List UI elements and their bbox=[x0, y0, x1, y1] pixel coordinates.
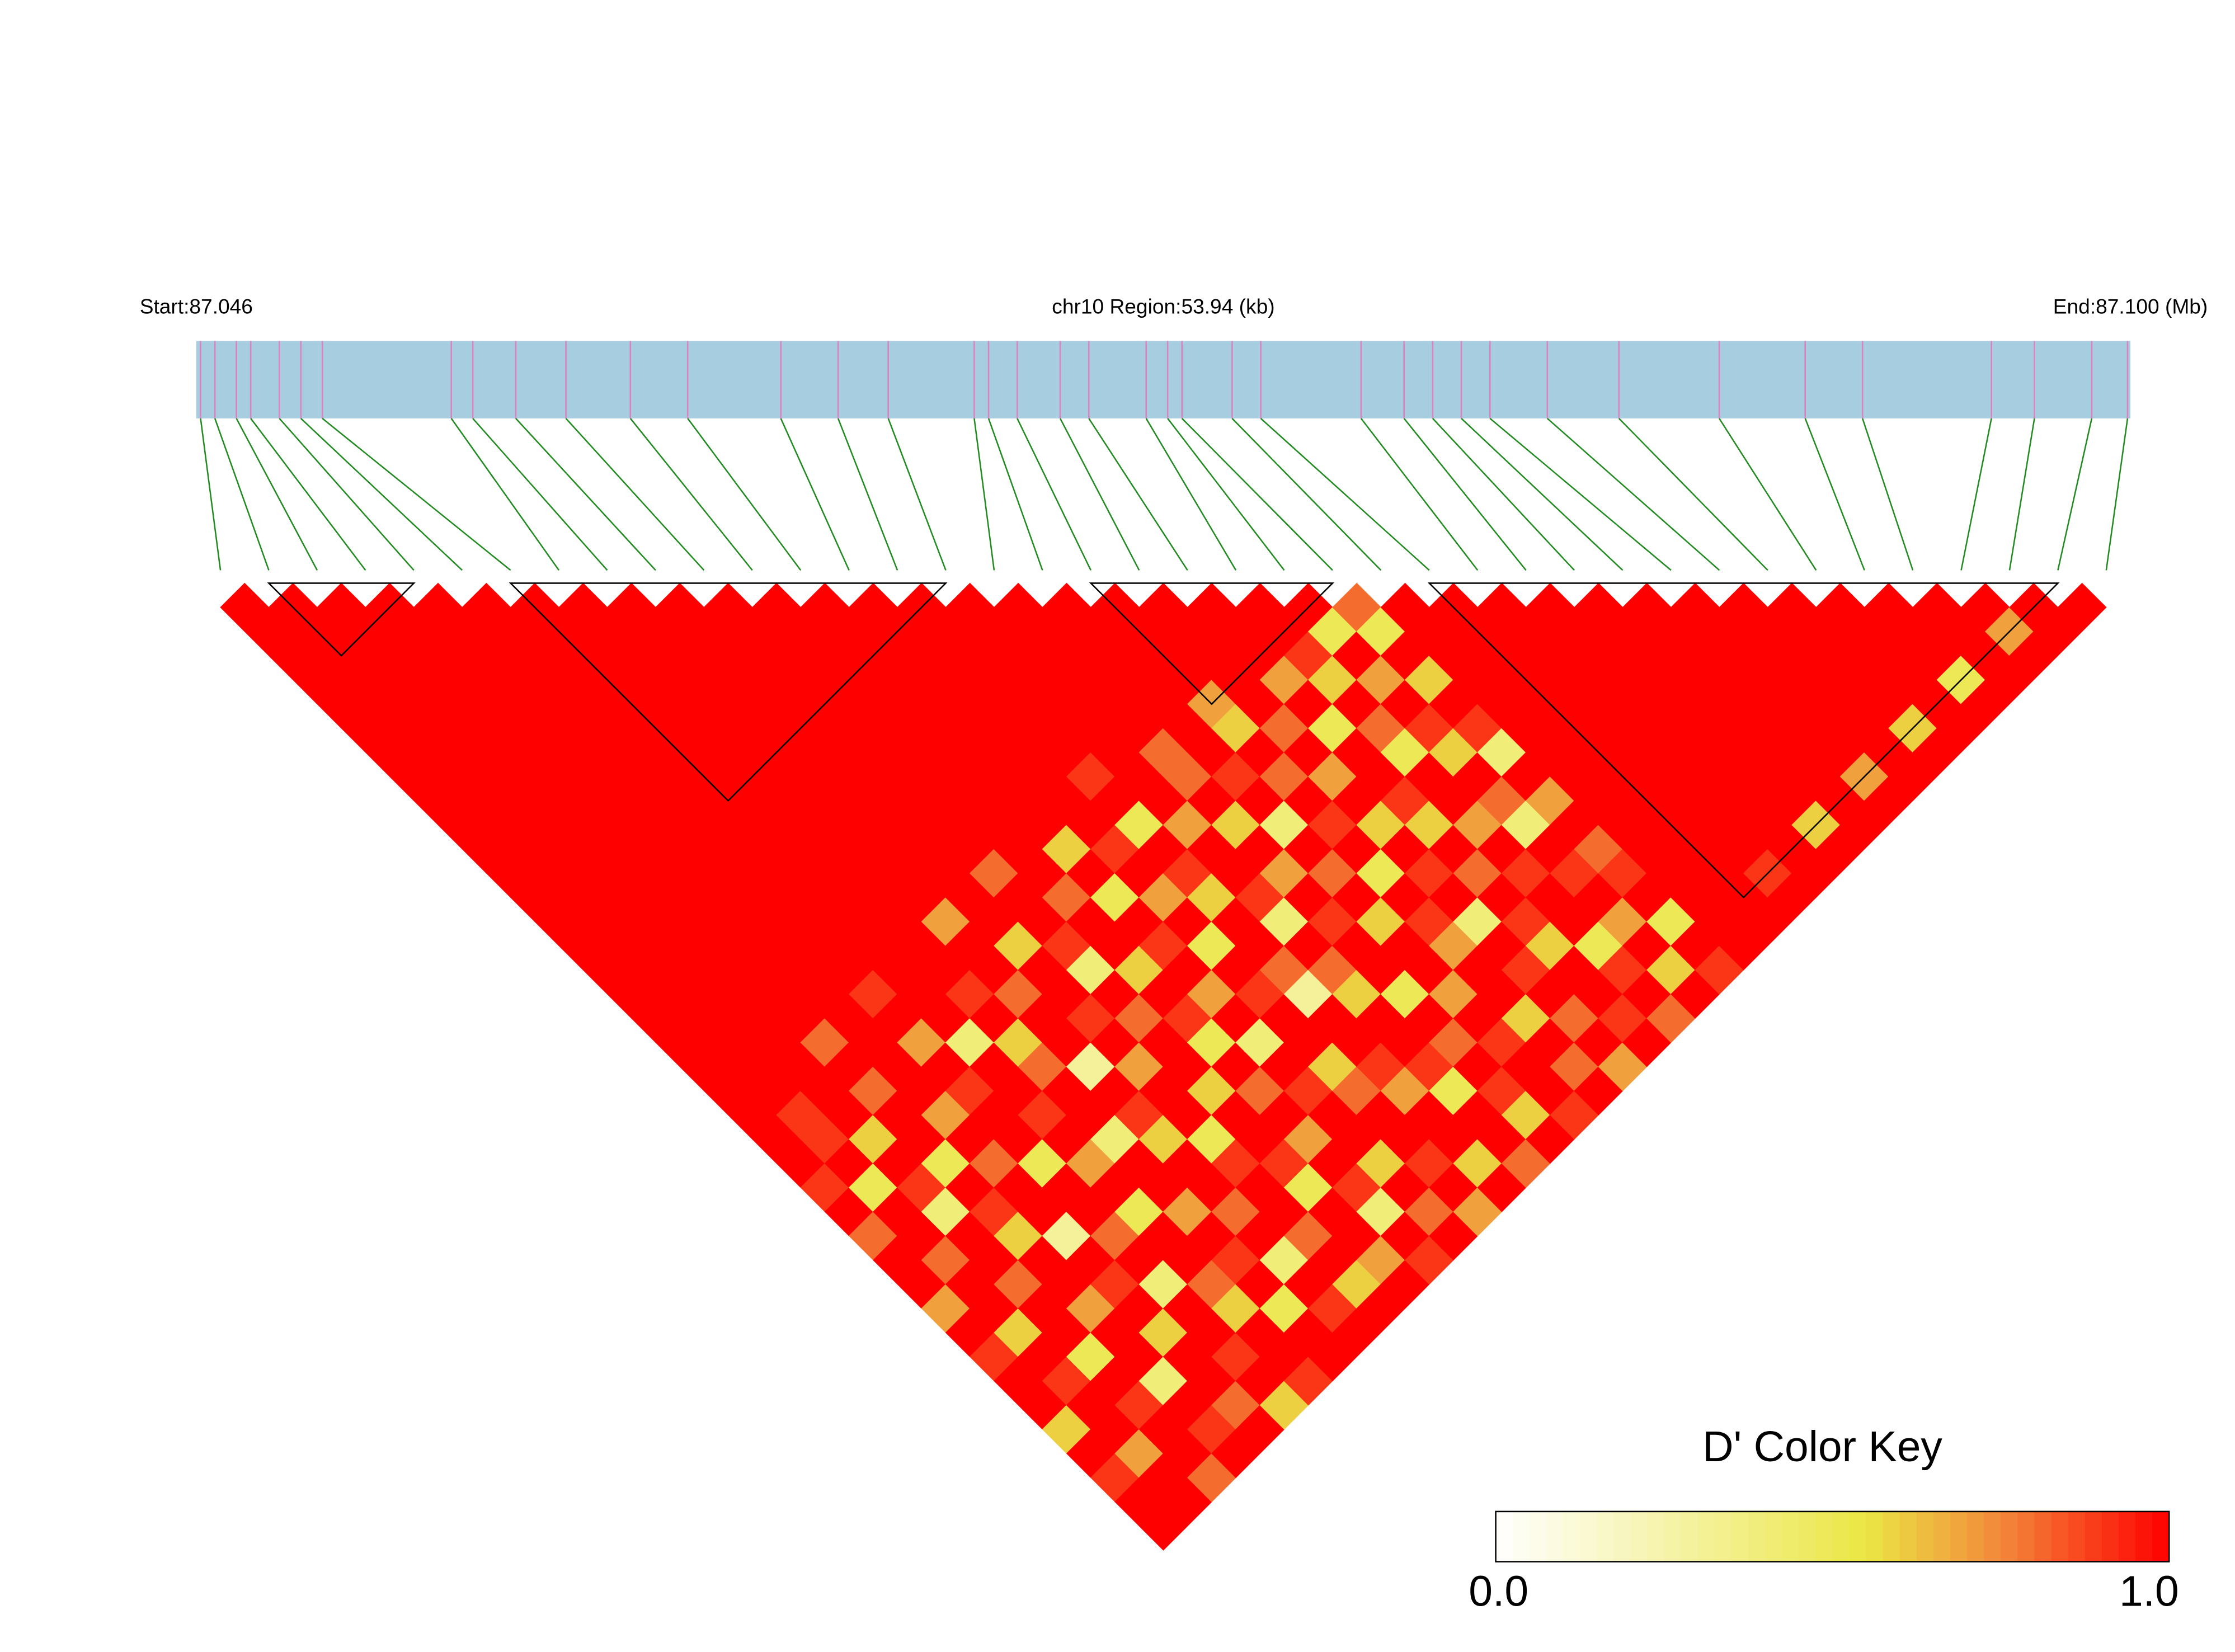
snp-connector bbox=[1167, 418, 1285, 571]
color-key-swatch bbox=[1748, 1511, 1766, 1562]
color-key-swatch bbox=[2085, 1511, 2102, 1562]
color-key-swatch bbox=[1495, 1511, 1513, 1562]
color-key-swatch bbox=[1984, 1511, 2002, 1562]
color-key-swatch bbox=[1630, 1511, 1648, 1562]
snp-connector bbox=[515, 418, 656, 571]
color-key-swatch bbox=[2001, 1511, 2018, 1562]
color-key-swatch bbox=[2017, 1511, 2035, 1562]
color-key-swatch bbox=[1597, 1511, 1614, 1562]
snp-connector bbox=[1360, 418, 1479, 571]
color-key-swatch bbox=[2135, 1511, 2153, 1562]
color-key-swatch bbox=[1815, 1511, 1833, 1562]
color-key-swatch bbox=[1681, 1511, 1698, 1562]
color-key-swatch bbox=[1546, 1511, 1564, 1562]
snp-connector bbox=[1618, 418, 1768, 571]
snp-connector bbox=[2057, 418, 2093, 571]
snp-connector bbox=[687, 418, 802, 571]
snp-connector bbox=[1489, 417, 1672, 571]
color-key-swatch bbox=[1580, 1511, 1597, 1562]
snp-connector bbox=[200, 418, 222, 571]
snp-connector bbox=[1718, 418, 1817, 571]
color-key-swatch bbox=[1512, 1511, 1530, 1562]
snp-connector bbox=[1960, 418, 1992, 571]
snp-connector bbox=[565, 418, 705, 571]
color-key-swatch bbox=[1899, 1511, 1917, 1562]
color-key-swatch bbox=[1664, 1511, 1682, 1562]
ld-block bbox=[267, 582, 416, 657]
snp-connector bbox=[2105, 418, 2129, 571]
ld-cell bbox=[2057, 582, 2107, 632]
color-key-swatch bbox=[1916, 1511, 1934, 1562]
snp-connector bbox=[1088, 418, 1188, 571]
color-key-swatch bbox=[2051, 1511, 2069, 1562]
ld-block bbox=[1089, 582, 1335, 705]
snp-connector bbox=[1231, 418, 1382, 571]
color-key-border bbox=[1495, 1510, 2170, 1562]
ld-block bbox=[1427, 582, 2060, 899]
color-key-swatch bbox=[2034, 1511, 2052, 1562]
snp-connector bbox=[322, 417, 511, 571]
snp-connector bbox=[1403, 418, 1527, 571]
snp-connector bbox=[1260, 417, 1430, 571]
snp-connector bbox=[837, 418, 898, 571]
snp-connector bbox=[1059, 418, 1140, 571]
chart-title: chr10 Region:53.94 (kb) bbox=[1052, 295, 1274, 318]
x-tick-label: Start:87.046 bbox=[140, 295, 253, 318]
snp-connector bbox=[214, 418, 270, 571]
color-key-swatch bbox=[1950, 1511, 1968, 1562]
color-key-swatch bbox=[1613, 1511, 1631, 1562]
color-key-swatch bbox=[1933, 1511, 1951, 1562]
color-key-swatch bbox=[1529, 1511, 1547, 1562]
ld-block bbox=[509, 582, 948, 802]
position-track bbox=[196, 341, 2131, 418]
snp-connector bbox=[887, 418, 947, 571]
x-tick-label: End:87.100 (Mb) bbox=[2053, 295, 2208, 318]
snp-connector bbox=[2008, 418, 2035, 571]
snp-connector bbox=[279, 418, 415, 571]
legend-tick-label: 1.0 bbox=[2119, 1568, 2179, 1616]
color-key-swatch bbox=[1563, 1511, 1580, 1562]
color-key-swatch bbox=[1799, 1511, 1817, 1562]
legend-title: D' Color Key bbox=[1702, 1423, 1942, 1471]
color-key-swatch bbox=[2101, 1511, 2119, 1562]
snp-connector bbox=[236, 418, 318, 571]
color-key-swatch bbox=[1647, 1511, 1665, 1562]
snp-connector bbox=[300, 417, 463, 571]
snp-connector bbox=[1546, 417, 1720, 571]
snp-connector bbox=[1181, 418, 1333, 571]
snp-connector bbox=[1145, 418, 1237, 571]
color-key-swatch bbox=[1967, 1511, 1984, 1562]
color-key-swatch bbox=[2152, 1511, 2170, 1562]
color-key-swatch bbox=[1832, 1511, 1850, 1562]
color-key-swatch bbox=[1883, 1511, 1900, 1562]
snp-connector bbox=[1017, 418, 1091, 571]
snp-connector bbox=[250, 418, 366, 571]
color-key-swatch bbox=[1714, 1511, 1732, 1562]
color-key-swatch bbox=[2068, 1511, 2086, 1562]
snp-connector bbox=[450, 418, 560, 571]
snp-connector bbox=[1461, 417, 1624, 571]
color-key-swatch bbox=[1765, 1511, 1782, 1562]
snp-connector bbox=[1804, 418, 1865, 571]
snp-connector bbox=[1432, 418, 1575, 571]
snp-connector bbox=[973, 418, 995, 571]
color-key-swatch bbox=[1866, 1511, 1884, 1562]
color-key-swatch bbox=[1697, 1511, 1715, 1562]
snp-connector bbox=[987, 418, 1043, 571]
color-key-swatch bbox=[2118, 1511, 2136, 1562]
snp-connector bbox=[780, 418, 850, 571]
snp-connector bbox=[1861, 418, 1914, 571]
color-key-swatch bbox=[1849, 1511, 1867, 1562]
snp-connector bbox=[629, 418, 753, 571]
color-key-swatch bbox=[1782, 1511, 1799, 1562]
color-key-swatch bbox=[1731, 1511, 1749, 1562]
legend-tick-label: 0.0 bbox=[1469, 1568, 1528, 1616]
snp-connector bbox=[472, 418, 608, 571]
